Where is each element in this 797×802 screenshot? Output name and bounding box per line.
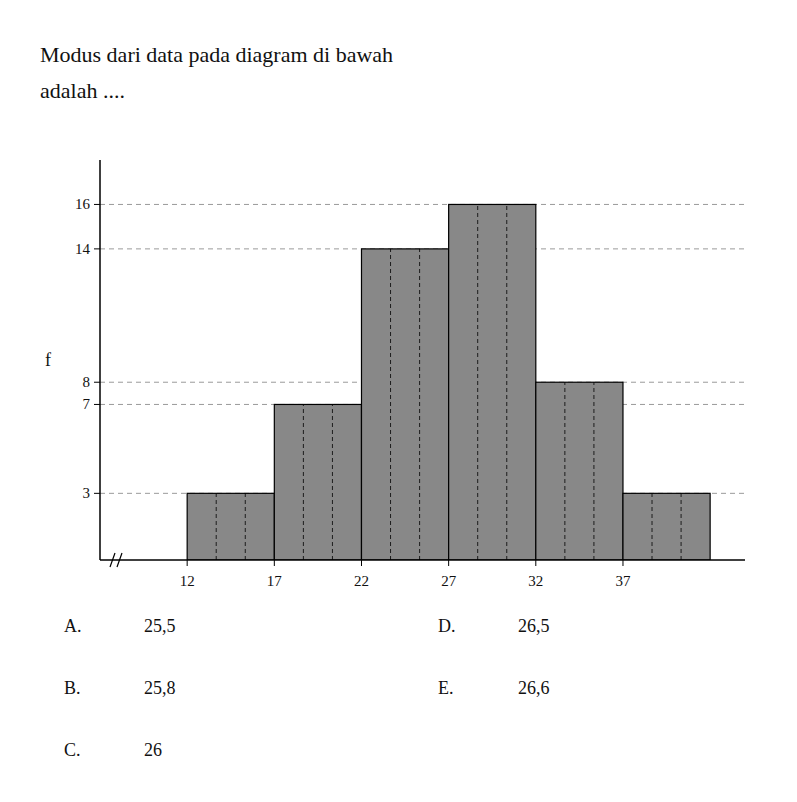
answer-letter: A. bbox=[64, 616, 82, 636]
x-tick bbox=[361, 560, 362, 566]
bar bbox=[274, 404, 361, 560]
answer-letter: C. bbox=[64, 740, 81, 760]
bar-hatch bbox=[419, 249, 420, 560]
x-tick bbox=[535, 560, 536, 566]
bar-hatch bbox=[593, 382, 594, 560]
bar-hatch bbox=[506, 204, 507, 560]
x-tick bbox=[622, 560, 623, 566]
bar-hatch bbox=[564, 382, 565, 560]
title: Modus dari data pada diagram di bawah bbox=[40, 42, 393, 67]
bar-hatch bbox=[216, 493, 217, 560]
x-tick bbox=[187, 560, 188, 566]
axis-break bbox=[110, 553, 122, 567]
x-tick-label: 27 bbox=[441, 573, 457, 589]
grid-line bbox=[100, 204, 745, 205]
y-tick bbox=[94, 204, 100, 205]
x-tick-label: 32 bbox=[528, 573, 543, 589]
y-tick bbox=[94, 382, 100, 383]
bar-hatch bbox=[303, 404, 304, 560]
answer-text: 26 bbox=[144, 740, 162, 760]
y-tick bbox=[94, 248, 100, 249]
bar-hatch bbox=[332, 404, 333, 560]
bar bbox=[187, 493, 274, 560]
x-tick bbox=[274, 560, 275, 566]
subtitle: adalah .... bbox=[40, 78, 125, 103]
bar bbox=[449, 204, 536, 560]
answer-text: 26,6 bbox=[518, 678, 550, 698]
y-tick-label: 3 bbox=[83, 485, 91, 501]
answer-text: 26,5 bbox=[518, 616, 550, 636]
bar-hatch bbox=[681, 493, 682, 560]
x-axis-line bbox=[100, 559, 745, 561]
bar-hatch bbox=[477, 204, 478, 560]
y-tick bbox=[94, 404, 100, 405]
y-tick-label: 14 bbox=[75, 241, 91, 257]
y-axis-line bbox=[99, 160, 101, 560]
chart: Modus dari data pada diagram di bawah ada… bbox=[0, 0, 797, 802]
answer-text: 25,5 bbox=[144, 616, 176, 636]
answer-text: 25,8 bbox=[144, 678, 176, 698]
answer-letter: B. bbox=[64, 678, 81, 698]
x-tick-label: 17 bbox=[267, 573, 283, 589]
x-tick bbox=[448, 560, 449, 566]
answer-options: A. 25,5 B. 25,8 C. 26 D. 26,5 E. 26,6 bbox=[64, 616, 550, 760]
x-tick-label: 12 bbox=[180, 573, 195, 589]
bar bbox=[536, 382, 623, 560]
answer-letter: E. bbox=[438, 678, 454, 698]
x-tick-label: 22 bbox=[354, 573, 369, 589]
bar bbox=[361, 249, 448, 560]
axes: 1217222732373781416 bbox=[75, 160, 745, 589]
y-tick-label: 7 bbox=[83, 396, 91, 412]
y-tick-label: 16 bbox=[75, 196, 91, 212]
bar-hatch bbox=[390, 249, 391, 560]
y-tick bbox=[94, 493, 100, 494]
bar-hatch bbox=[245, 493, 246, 560]
bar bbox=[623, 493, 710, 560]
y-tick-label: 8 bbox=[83, 374, 91, 390]
bar-hatch bbox=[652, 493, 653, 560]
y-axis-label: f bbox=[45, 350, 51, 370]
x-tick-label: 37 bbox=[615, 573, 631, 589]
answer-letter: D. bbox=[438, 616, 456, 636]
bars bbox=[187, 204, 710, 560]
